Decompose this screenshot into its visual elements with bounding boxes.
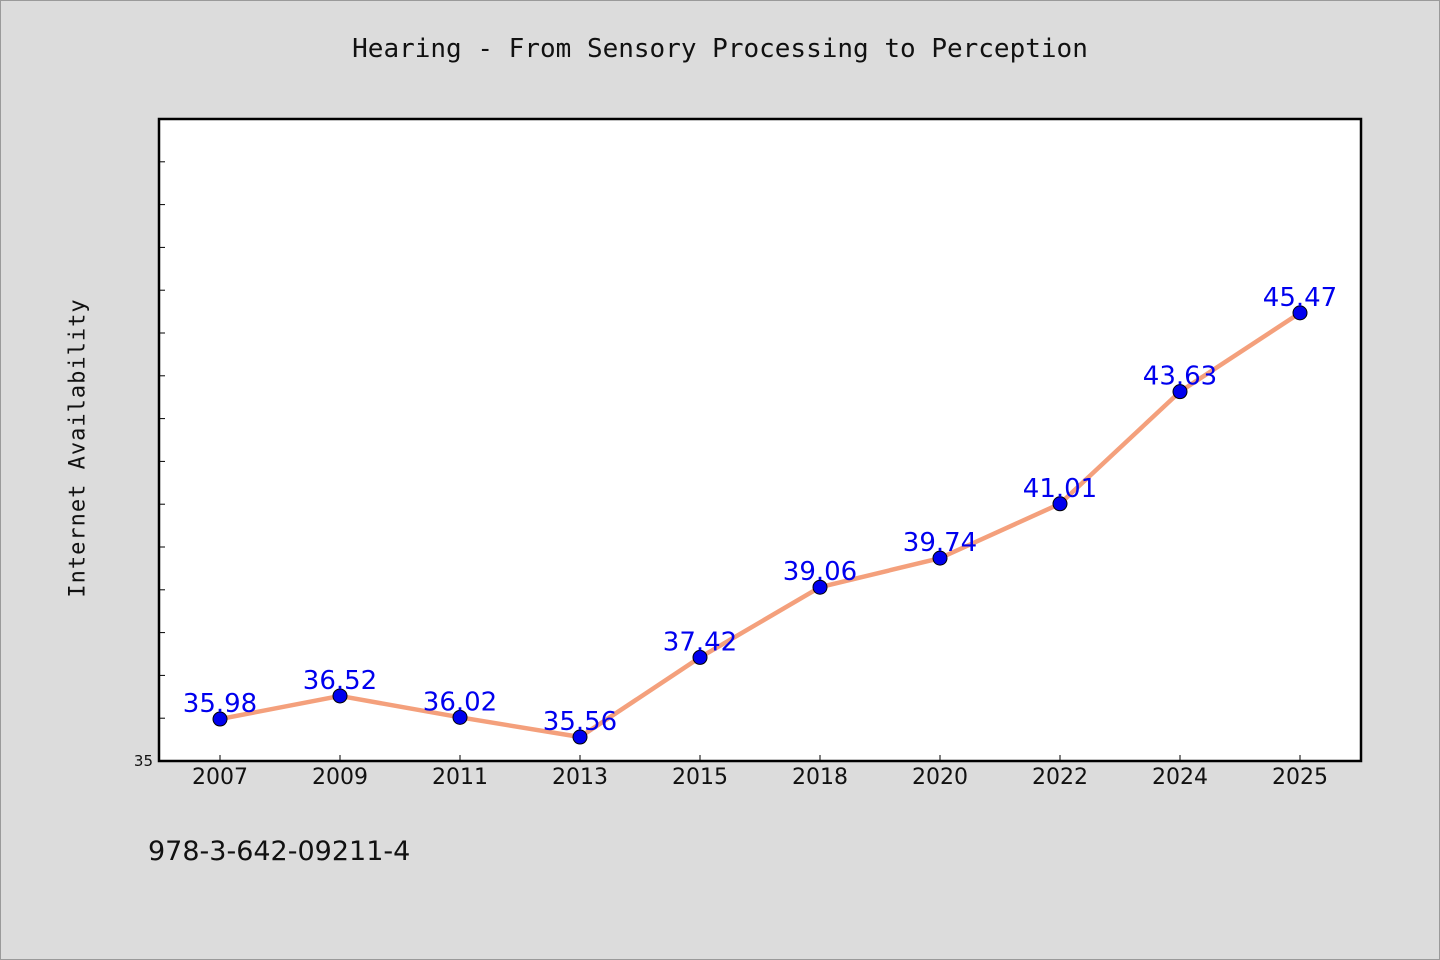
data-point	[1052, 496, 1068, 512]
plot-area	[157, 117, 1363, 763]
x-tick-label: 2011	[432, 765, 488, 790]
data-label: 45.47	[1263, 283, 1337, 313]
x-tick-label: 2025	[1272, 765, 1328, 790]
data-point	[932, 550, 948, 566]
x-tick-label: 2013	[552, 765, 608, 790]
data-point	[1172, 384, 1188, 400]
chart-title: Hearing - From Sensory Processing to Per…	[352, 34, 1088, 64]
data-label: 36.02	[423, 687, 497, 717]
data-point	[572, 729, 588, 745]
data-label: 35.98	[183, 689, 257, 719]
x-tick-label: 2022	[1032, 765, 1088, 790]
data-point	[692, 649, 708, 665]
x-tick-label: 2015	[672, 765, 728, 790]
data-point	[452, 709, 468, 725]
data-label: 43.63	[1143, 362, 1217, 392]
x-tick-label: 2024	[1152, 765, 1208, 790]
data-label: 37.42	[663, 627, 737, 657]
data-label: 41.01	[1023, 474, 1097, 504]
x-tick-label: 2007	[192, 765, 248, 790]
x-tick-label: 2018	[792, 765, 848, 790]
x-tick-label: 2020	[912, 765, 968, 790]
data-point	[1292, 305, 1308, 321]
data-point	[812, 579, 828, 595]
data-point	[212, 711, 228, 727]
series-line	[217, 310, 1303, 740]
data-label: 39.74	[903, 528, 977, 558]
data-label: 35.56	[543, 707, 617, 737]
data-label: 36.52	[303, 666, 377, 696]
data-label: 39.06	[783, 557, 857, 587]
y-tick-label: 35	[134, 752, 153, 770]
data-point	[332, 688, 348, 704]
isbn-text: 978-3-642-09211-4	[148, 836, 411, 867]
x-tick-label: 2009	[312, 765, 368, 790]
